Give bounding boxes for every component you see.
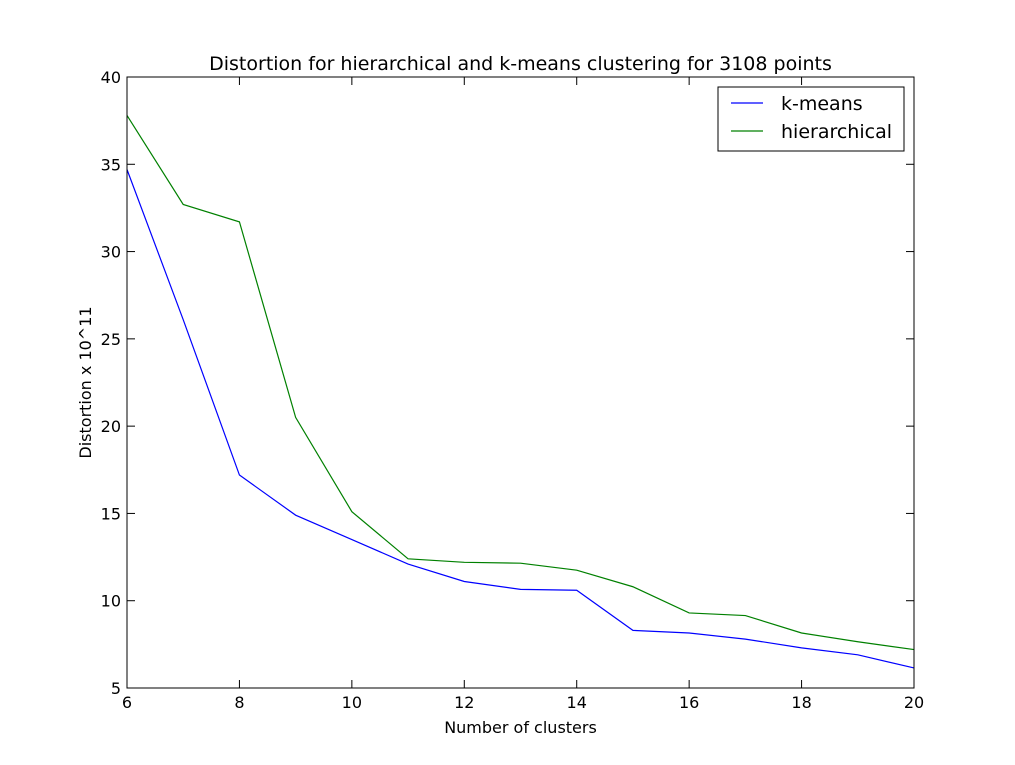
- y-tick-label: 10: [101, 592, 121, 611]
- legend-box: [717, 86, 905, 152]
- x-tick-label: 16: [679, 693, 699, 712]
- x-tick-label: 10: [342, 693, 362, 712]
- series-layer: [126, 115, 915, 669]
- tick-layer: 6 8 10 12 14 16 18 20 5 10 15 20 25 30 35 40: [101, 68, 925, 712]
- legend-label-hierarchical: hierarchical: [781, 121, 892, 143]
- legend-label-k-means: k-means: [781, 93, 863, 115]
- x-tick-label: 6: [122, 693, 132, 712]
- x-tick-label: 18: [791, 693, 811, 712]
- legend: k-means hierarchical: [717, 86, 905, 152]
- y-tick-label: 35: [101, 155, 121, 174]
- y-tick-label: 25: [101, 330, 121, 349]
- x-tick-label: 8: [234, 693, 244, 712]
- x-axis-label: Number of clusters: [444, 718, 597, 737]
- x-tick-label: 12: [454, 693, 474, 712]
- x-tick-label: 20: [904, 693, 924, 712]
- series-line-hierarchical: [126, 115, 915, 651]
- y-axis-label: Distortion x 10^11: [76, 306, 95, 458]
- series-line-k-means: [126, 169, 915, 669]
- y-tick-label: 5: [111, 679, 121, 698]
- y-tick-label: 40: [101, 68, 121, 87]
- y-tick-label: 20: [101, 417, 121, 436]
- y-tick-label: 30: [101, 243, 121, 262]
- x-tick-label: 14: [567, 693, 587, 712]
- plot-area: [127, 77, 914, 688]
- y-tick-label: 15: [101, 504, 121, 523]
- chart-title: Distortion for hierarchical and k-means …: [209, 53, 832, 75]
- plot-frame: [126, 76, 915, 689]
